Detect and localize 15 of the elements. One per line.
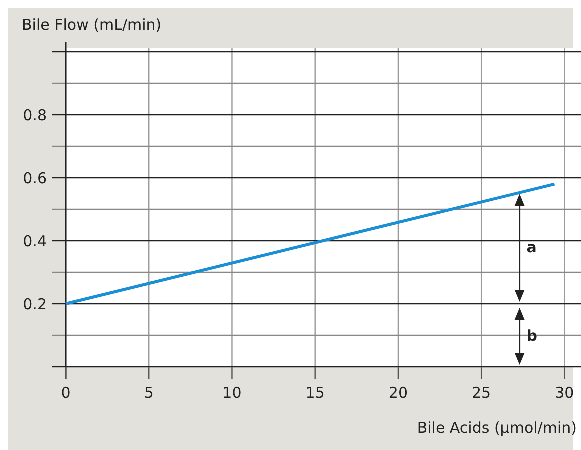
annotation: a (526, 238, 537, 257)
x-tick-label: 20 (388, 384, 408, 402)
annotation: b (526, 326, 538, 345)
y-tick-label: 0.4 (23, 232, 47, 250)
x-tick-label: 15 (306, 384, 325, 402)
x-tick-label: 5 (144, 384, 154, 402)
y-axis-title: Bile Flow (mL/min) (22, 16, 162, 34)
x-tick-label: 30 (555, 384, 574, 402)
x-tick-label: 0 (61, 384, 71, 402)
x-axis-title: Bile Acids (µmol/min) (417, 419, 577, 437)
y-tick-label: 0.8 (23, 106, 47, 124)
y-tick-label: 0.6 (23, 169, 47, 188)
x-tick-label: 25 (472, 384, 492, 402)
y-tick-label: 0.2 (23, 295, 47, 314)
x-tick-label: 10 (222, 384, 242, 402)
